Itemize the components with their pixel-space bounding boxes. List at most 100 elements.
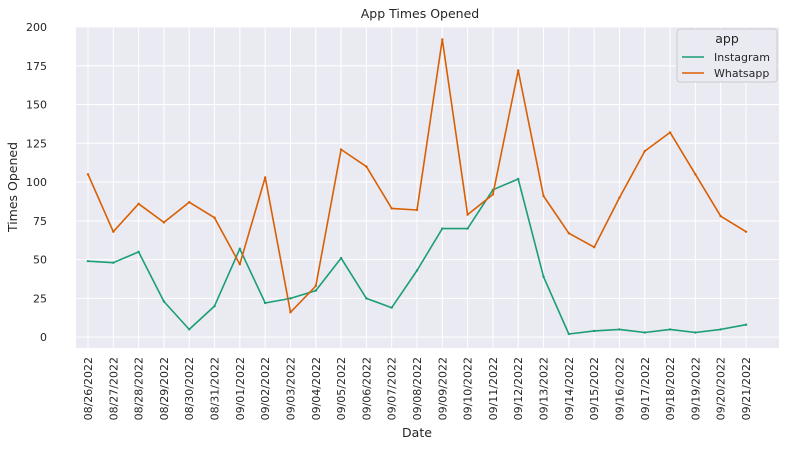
data-point-whatsapp [188, 201, 191, 204]
y-tick-labels: 0 25 50 75 100 125 150 175 200 [26, 21, 47, 344]
data-point-whatsapp [466, 213, 469, 216]
data-point-whatsapp [517, 69, 520, 72]
data-point-whatsapp [314, 284, 317, 288]
x-tick-label: 09/12/2022 [512, 357, 525, 420]
y-tick-label: 25 [33, 292, 47, 305]
data-point-instagram [618, 328, 621, 331]
legend-title: app [715, 31, 739, 46]
data-point-whatsapp [390, 207, 393, 210]
data-point-instagram [592, 329, 596, 333]
x-tick-label: 09/02/2022 [259, 357, 272, 420]
y-tick-label: 50 [33, 254, 47, 267]
x-tick-label: 09/10/2022 [462, 357, 475, 420]
data-point-instagram [86, 259, 90, 263]
y-tick-label: 0 [40, 331, 47, 344]
x-tick-label: 09/01/2022 [234, 357, 247, 420]
y-tick-label: 150 [26, 99, 47, 112]
data-point-instagram [263, 301, 267, 305]
x-tick-label: 08/30/2022 [183, 357, 196, 420]
x-gridlines [87, 27, 747, 348]
x-tick-label: 09/16/2022 [613, 357, 626, 420]
data-point-instagram [567, 332, 571, 336]
data-point-whatsapp [213, 216, 216, 219]
x-tick-label: 08/31/2022 [209, 357, 222, 420]
legend-label-instagram: Instagram [714, 51, 770, 64]
x-tick-label: 09/09/2022 [436, 357, 449, 420]
x-tick-label: 09/14/2022 [563, 357, 576, 420]
data-point-instagram [466, 227, 469, 230]
data-point-instagram [415, 269, 419, 272]
data-point-instagram [137, 250, 140, 254]
legend-label-whatsapp: Whatsapp [714, 67, 769, 80]
data-point-whatsapp [112, 230, 115, 233]
data-point-instagram [213, 304, 216, 308]
data-point-instagram [694, 331, 697, 334]
x-tick-label: 09/17/2022 [639, 357, 652, 420]
data-point-instagram [390, 306, 393, 309]
data-point-whatsapp [86, 173, 90, 176]
data-point-whatsapp [592, 246, 596, 249]
x-tick-label: 09/11/2022 [487, 357, 500, 420]
x-tick-label: 09/06/2022 [360, 357, 373, 420]
y-axis-label: Times Opened [5, 142, 20, 233]
data-point-instagram [542, 275, 545, 278]
data-point-instagram [643, 331, 646, 334]
x-tick-label: 09/08/2022 [411, 357, 424, 420]
x-tick-label: 09/03/2022 [284, 357, 297, 420]
data-point-whatsapp [668, 131, 672, 134]
data-point-whatsapp [618, 196, 621, 199]
data-point-whatsapp [365, 165, 368, 168]
data-point-instagram [314, 289, 317, 292]
data-point-whatsapp [491, 193, 495, 196]
x-tick-label: 08/26/2022 [82, 357, 95, 420]
x-tick-label: 09/05/2022 [335, 357, 348, 420]
data-point-instagram [188, 328, 191, 331]
x-tick-label: 09/19/2022 [689, 357, 702, 420]
x-tick-label: 09/21/2022 [740, 357, 753, 420]
y-tick-label: 100 [26, 176, 47, 189]
series-lines [86, 38, 748, 336]
data-point-whatsapp [238, 263, 242, 266]
x-tick-label: 09/18/2022 [664, 357, 677, 420]
x-tick-label: 09/13/2022 [538, 357, 551, 420]
x-tick-label: 09/04/2022 [310, 357, 323, 420]
x-tick-label: 09/07/2022 [386, 357, 399, 420]
data-point-whatsapp [263, 176, 267, 179]
x-tick-label: 08/27/2022 [107, 357, 120, 420]
data-point-instagram [668, 328, 672, 331]
data-point-instagram [162, 300, 166, 303]
chart-title: App Times Opened [361, 6, 479, 21]
x-tick-labels: 08/26/2022 08/27/2022 08/28/2022 08/29/2022… [82, 357, 753, 420]
data-point-whatsapp [415, 208, 419, 212]
data-point-whatsapp [137, 202, 140, 205]
plot-area [76, 27, 779, 348]
data-point-instagram [719, 328, 722, 331]
data-point-whatsapp [289, 311, 292, 314]
data-point-whatsapp [339, 148, 343, 151]
data-point-whatsapp [744, 230, 748, 233]
legend-box [676, 28, 778, 83]
y-tick-label: 75 [33, 215, 47, 228]
data-point-instagram [238, 247, 242, 250]
x-tick-label: 08/28/2022 [133, 357, 146, 420]
x-tick-label: 09/15/2022 [588, 357, 601, 420]
data-point-instagram [339, 256, 343, 260]
data-point-whatsapp [643, 149, 646, 153]
data-point-whatsapp [567, 232, 571, 235]
legend: app Instagram Whatsapp [676, 28, 778, 83]
x-tick-label: 09/20/2022 [715, 357, 728, 420]
data-point-instagram [365, 297, 368, 300]
data-point-instagram [441, 227, 444, 230]
data-point-whatsapp [162, 221, 166, 224]
data-point-instagram [112, 261, 115, 264]
data-point-whatsapp [441, 38, 444, 41]
data-point-whatsapp [694, 173, 697, 176]
y-tick-label: 175 [26, 60, 47, 73]
y-tick-label: 200 [26, 21, 47, 34]
x-tick-label: 08/29/2022 [158, 357, 171, 420]
x-axis-label: Date [402, 425, 432, 440]
data-point-whatsapp [719, 214, 722, 218]
data-point-whatsapp [542, 194, 545, 198]
